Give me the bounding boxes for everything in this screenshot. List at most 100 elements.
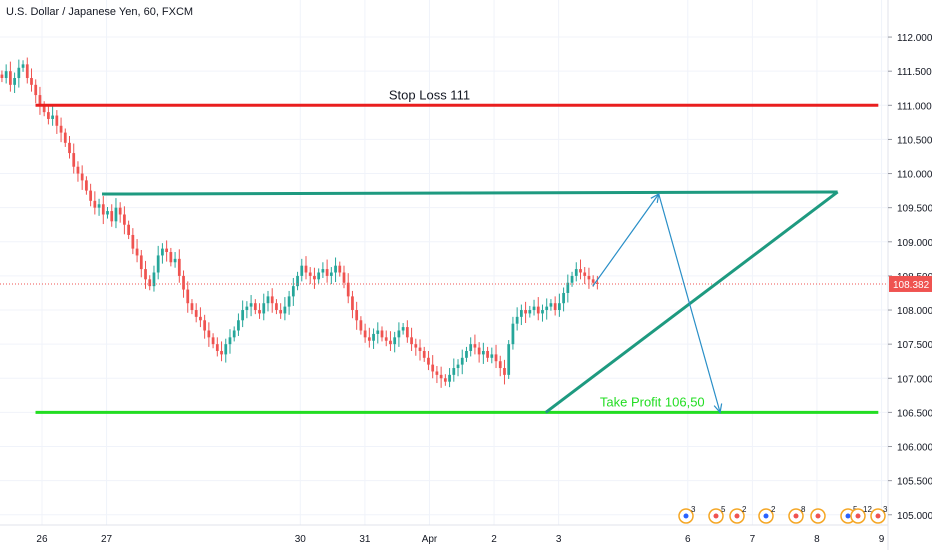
candle-body [359, 320, 363, 331]
candle-body [253, 303, 257, 311]
y-tick-label: 109.500 [897, 204, 932, 215]
candle-body [342, 272, 346, 283]
annotations-layer: Stop Loss 111 Take Profit 106,50 [0, 87, 888, 414]
candle-body [317, 272, 321, 280]
take-profit-label: Take Profit 106,50 [600, 394, 705, 409]
candle-body [515, 316, 519, 324]
candle-body [376, 330, 380, 334]
x-tick-label: 27 [101, 534, 113, 545]
candle-body [21, 64, 25, 68]
candle-body [346, 282, 350, 297]
candle-body [228, 337, 232, 345]
y-tick-label: 112.000 [897, 33, 932, 44]
candle-body [270, 296, 274, 304]
candle-body [203, 320, 207, 331]
candle-body [68, 142, 71, 154]
event-count: 3 [691, 505, 696, 514]
candle-body [389, 340, 392, 345]
candle-body [401, 327, 405, 331]
candle-body [148, 279, 152, 287]
chart-title: U.S. Dollar / Japanese Yen, 60, FXCM [6, 6, 194, 18]
x-tick-label: 8 [814, 534, 820, 545]
x-tick-label: 2 [491, 534, 497, 545]
candle-body [511, 323, 515, 345]
candle-body [4, 71, 8, 79]
event-count: 3 [883, 505, 888, 514]
candle-body [262, 303, 266, 314]
candle-body [131, 234, 135, 249]
candle-body [51, 115, 54, 119]
candle-body [329, 272, 333, 276]
candle-body [275, 303, 278, 311]
x-tick-label: 31 [359, 534, 371, 545]
candle-body [190, 303, 194, 311]
candle-body [177, 258, 181, 276]
y-tick-label: 110.000 [897, 170, 932, 181]
candle-body [477, 347, 481, 355]
candle-body [266, 296, 270, 304]
candle-body [549, 303, 553, 307]
y-tick-label: 106.500 [897, 408, 932, 419]
candle-body [101, 204, 105, 215]
candle-body [156, 255, 160, 273]
candle-body [528, 310, 532, 314]
y-tick-label: 110.500 [897, 135, 932, 146]
candle-body [384, 337, 388, 341]
candle-body [481, 350, 485, 355]
candle-body [562, 292, 565, 304]
candle-body [519, 310, 523, 317]
candle-body [583, 272, 587, 276]
y-tick-label: 111.000 [897, 101, 932, 112]
candle-body [545, 306, 549, 311]
candle-body [486, 350, 489, 358]
candle-body [59, 125, 63, 133]
candle-body [469, 344, 473, 351]
y-tick-label: 107.500 [897, 340, 932, 351]
candle-body [186, 289, 190, 304]
candle-body [443, 378, 447, 382]
candle-body [456, 364, 460, 369]
last-price-tag [889, 275, 932, 292]
candle-body [418, 347, 422, 351]
candle-body [76, 166, 80, 174]
candle-body [452, 368, 456, 375]
y-tick-label: 105.000 [897, 511, 932, 522]
candle-body [321, 269, 325, 273]
candle-body [161, 248, 164, 256]
candle-body [110, 211, 114, 222]
event-marker [793, 513, 799, 519]
candle-body [503, 368, 506, 375]
candle-body [414, 344, 418, 348]
candle-body [220, 350, 223, 355]
candle-body [38, 95, 42, 106]
candle-body [80, 173, 84, 181]
candle-body [372, 333, 375, 341]
candle-body [89, 190, 92, 201]
candle-body [42, 105, 46, 113]
candle-body [287, 296, 291, 307]
candle-body [566, 282, 570, 293]
event-marker [815, 513, 821, 519]
candle-body [448, 374, 451, 382]
candle-body [72, 153, 76, 167]
candle-body [465, 350, 468, 358]
candle-body [579, 269, 582, 273]
candle-body [97, 204, 101, 208]
x-tick-label: 7 [750, 534, 756, 545]
candle-body [106, 211, 109, 215]
candle-body [570, 275, 574, 283]
candle-body [355, 310, 359, 321]
candle-body [118, 207, 122, 215]
projection-arrowhead-up [650, 192, 660, 203]
event-count: 2 [771, 505, 776, 514]
candle-body [490, 354, 494, 358]
candle-body [536, 306, 540, 314]
candle-body [34, 84, 38, 96]
x-tick-label: Apr [422, 534, 438, 545]
candle-body [232, 330, 236, 338]
candle-body [507, 344, 511, 375]
candles-layer [0, 57, 599, 388]
candle-body [207, 330, 211, 338]
